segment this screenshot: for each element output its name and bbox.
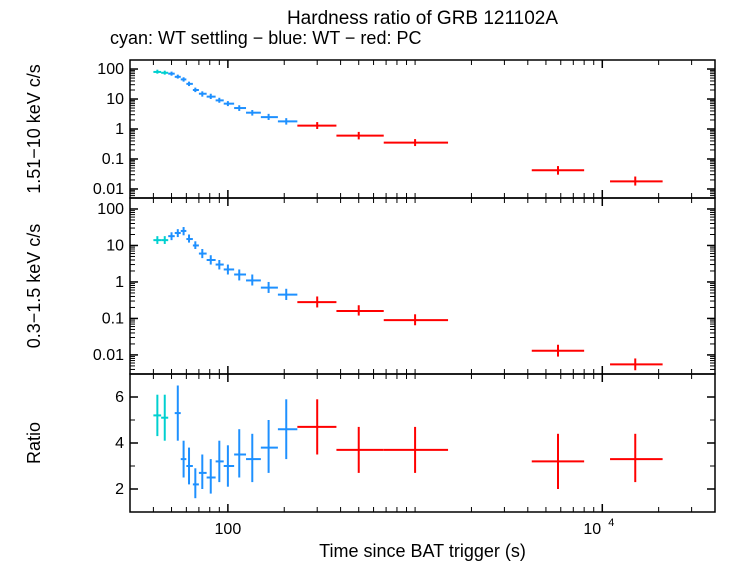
y-tick-label: 6 xyxy=(115,389,124,406)
y-tick-label: 1 xyxy=(115,274,124,291)
y-tick-label: 2 xyxy=(115,481,124,498)
panel-frame xyxy=(130,198,715,374)
chart-title: Hardness ratio of GRB 121102A xyxy=(287,8,558,29)
y-axis-label-top: 1.51−10 keV c/s xyxy=(24,64,44,194)
y-tick-label: 0.01 xyxy=(93,181,124,198)
data-series-group xyxy=(153,227,662,370)
chart-svg: Hardness ratio of GRB 121102Acyan: WT se… xyxy=(0,0,742,566)
x-axis-label: Time since BAT trigger (s) xyxy=(319,541,526,561)
svg-text:10: 10 xyxy=(583,521,601,538)
chart-subtitle: cyan: WT settling − blue: WT − red: PC xyxy=(110,28,421,48)
svg-text:4: 4 xyxy=(608,517,614,529)
y-tick-label: 1 xyxy=(115,121,124,138)
data-series-group xyxy=(153,70,662,186)
y-tick-label: 0.1 xyxy=(102,310,124,327)
data-series-group xyxy=(153,386,662,499)
x-tick-label: 100 xyxy=(215,521,242,538)
y-tick-label: 10 xyxy=(106,237,124,254)
y-tick-label: 100 xyxy=(97,201,124,218)
y-tick-label: 100 xyxy=(97,61,124,78)
chart-container: Hardness ratio of GRB 121102Acyan: WT se… xyxy=(0,0,742,566)
y-axis-label-bot: Ratio xyxy=(24,422,44,464)
y-tick-label: 4 xyxy=(115,435,124,452)
panel-frame xyxy=(130,60,715,198)
y-tick-label: 0.01 xyxy=(93,347,124,364)
panel-frame xyxy=(130,374,715,512)
y-tick-label: 0.1 xyxy=(102,151,124,168)
y-tick-label: 10 xyxy=(106,91,124,108)
y-axis-label-mid: 0.3−1.5 keV c/s xyxy=(24,224,44,349)
